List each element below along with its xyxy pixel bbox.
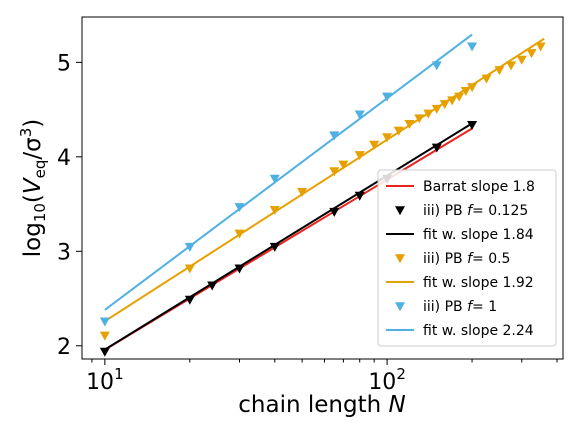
legend-label-fit192: fit w. slope 1.92 [423,275,534,291]
y-axis-label-close: ) [20,119,46,128]
legend: Barrat slope 1.8 iii) PB f= 0.125 fit w. s… [377,169,557,347]
axes-frame [81,16,564,360]
data-point-pb05 [481,74,492,84]
x-axis-label-var: N [389,392,406,418]
data-point-pb05 [535,42,546,52]
data-point-pb05 [99,331,110,341]
legend-label-pb0125: iii) PB f= 0.125 [423,203,528,219]
data-point-pb0125 [234,264,245,274]
legend-swatch-pb0125 [395,206,405,216]
series-line-fit224 [104,33,473,311]
data-point-pb05 [454,92,465,102]
legend-swatch-pb05 [395,254,405,264]
data-point-pb05 [329,167,340,177]
x-axis-label: chain length N [238,392,405,418]
y-axis-label-open: ( [20,194,46,203]
y-axis-label-slash: /σ [20,137,46,159]
data-point-pb05 [460,86,471,96]
data-point-pb1 [382,92,393,102]
data-point-pb0125 [207,281,218,291]
data-point-pb05 [423,109,434,119]
data-point-pb05 [393,126,404,136]
data-point-pb05 [354,151,365,161]
data-point-pb1 [431,61,442,71]
x-tick-label: 101 [86,365,124,395]
data-point-pb05 [297,188,308,198]
data-point-pb05 [526,49,537,59]
legend-label-pb1: iii) PB f= 1 [423,299,497,315]
y-axis-label: log10(Veq/σ3) [17,119,49,257]
data-point-pb05 [467,83,478,93]
legend-swatch-pb1 [395,302,405,312]
y-axis-label-prefix: log [20,222,46,257]
data-point-pb1 [99,317,110,327]
data-point-pb05 [494,66,505,76]
data-point-pb0125 [467,120,478,130]
x-axis-label-main: chain length [238,392,388,418]
y-tick-label: 2 [57,335,71,360]
legend-label-fit184: fit w. slope 1.84 [423,227,534,243]
data-point-pb05 [234,229,245,239]
y-tick-label: 3 [57,240,71,265]
data-point-pb1 [234,203,245,213]
data-point-pb0125 [431,143,442,153]
data-point-pb0125 [99,347,110,357]
y-axis-label-sup: 3 [17,128,35,138]
data-point-pb1 [467,42,478,52]
data-point-pb05 [404,120,415,130]
y-tick-label: 5 [57,51,71,76]
data-point-pb1 [329,131,340,141]
data-point-pb05 [414,114,425,124]
data-layer [99,33,546,357]
series-markers-pb1 [99,42,478,327]
series-markers-pb05 [99,42,546,341]
data-point-pb05 [516,55,527,65]
data-point-pb05 [439,100,450,110]
y-axis-label-sub: 10 [31,203,49,222]
data-point-pb05 [369,140,380,150]
legend-label-fit224: fit w. slope 2.24 [423,323,534,339]
y-axis-label-var-sub: eq [31,160,49,179]
data-point-pb1 [354,110,365,120]
series-markers-pb0125 [99,120,478,357]
data-point-pb05 [447,96,458,106]
legend-label-pb05: iii) PB f= 0.5 [423,251,510,267]
data-point-pb05 [382,133,393,143]
y-tick-label: 4 [57,146,71,171]
data-point-pb1 [269,174,280,184]
data-point-pb0125 [329,207,340,217]
data-point-pb05 [338,160,349,170]
legend-label-barrat: Barrat slope 1.8 [423,179,535,195]
data-point-pb05 [506,61,517,71]
data-point-pb05 [431,104,442,114]
axes-layer: 101 102 2 3 4 5 [57,16,564,395]
data-point-pb0125 [269,242,280,252]
data-point-pb05 [184,264,195,274]
series-line-fit184 [104,122,473,351]
data-point-pb0125 [184,295,195,305]
data-point-pb1 [184,242,195,252]
y-axis-label-var: V [20,176,46,194]
data-point-pb05 [269,205,280,215]
x-tick-label: 102 [368,365,406,395]
legend-box [377,169,557,347]
data-point-pb0125 [354,191,365,201]
